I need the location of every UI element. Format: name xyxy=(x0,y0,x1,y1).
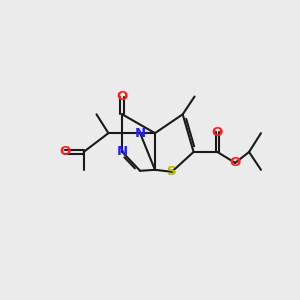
Text: N: N xyxy=(117,146,128,158)
Text: O: O xyxy=(117,90,128,103)
Text: O: O xyxy=(59,146,70,158)
Text: O: O xyxy=(212,126,223,139)
Text: O: O xyxy=(230,156,241,170)
Text: N: N xyxy=(134,127,146,140)
Text: S: S xyxy=(167,165,177,178)
